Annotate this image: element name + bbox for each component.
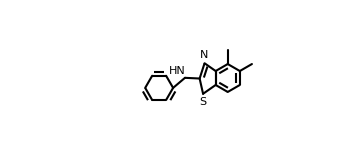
- Text: N: N: [201, 49, 209, 59]
- Text: HN: HN: [169, 66, 186, 76]
- Text: S: S: [199, 97, 206, 107]
